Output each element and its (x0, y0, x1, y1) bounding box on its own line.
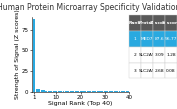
Bar (87, 91, 89, 92)
Bar (89, 91, 91, 92)
Bar (101, 91, 103, 92)
Bar (97, 91, 99, 92)
Bar (41, 90, 42, 92)
Bar (62, 91, 64, 92)
Bar (45, 91, 47, 92)
X-axis label: Signal Rank (Top 40): Signal Rank (Top 40) (48, 101, 113, 106)
Bar (121, 91, 123, 92)
Bar (114, 91, 116, 92)
Bar (65, 91, 67, 92)
Bar (111, 91, 113, 92)
Bar (70, 91, 72, 92)
Text: Human Protein Microarray Specificity Validation: Human Protein Microarray Specificity Val… (0, 3, 177, 12)
Bar (82, 91, 84, 92)
Bar (67, 91, 69, 92)
Bar (60, 91, 62, 92)
Bar (123, 91, 125, 92)
Bar (106, 91, 108, 92)
Bar (58, 91, 60, 92)
Bar (50, 91, 52, 92)
Bar (53, 91, 55, 92)
Bar (109, 91, 111, 92)
Bar (80, 91, 82, 92)
Bar (36, 89, 38, 92)
Bar (38, 89, 40, 92)
Bar (75, 91, 77, 92)
Bar (126, 91, 128, 92)
Bar (128, 91, 130, 92)
Bar (84, 91, 86, 92)
Bar (33, 19, 35, 92)
Y-axis label: Strength of Signal (Z scores): Strength of Signal (Z scores) (15, 10, 20, 99)
Bar (94, 91, 96, 92)
Bar (43, 90, 45, 92)
Bar (104, 91, 106, 92)
Bar (99, 91, 101, 92)
Bar (116, 91, 118, 92)
Bar (72, 91, 74, 92)
Bar (55, 91, 57, 92)
Bar (119, 91, 120, 92)
Bar (77, 91, 79, 92)
Bar (92, 91, 94, 92)
Bar (48, 91, 50, 92)
